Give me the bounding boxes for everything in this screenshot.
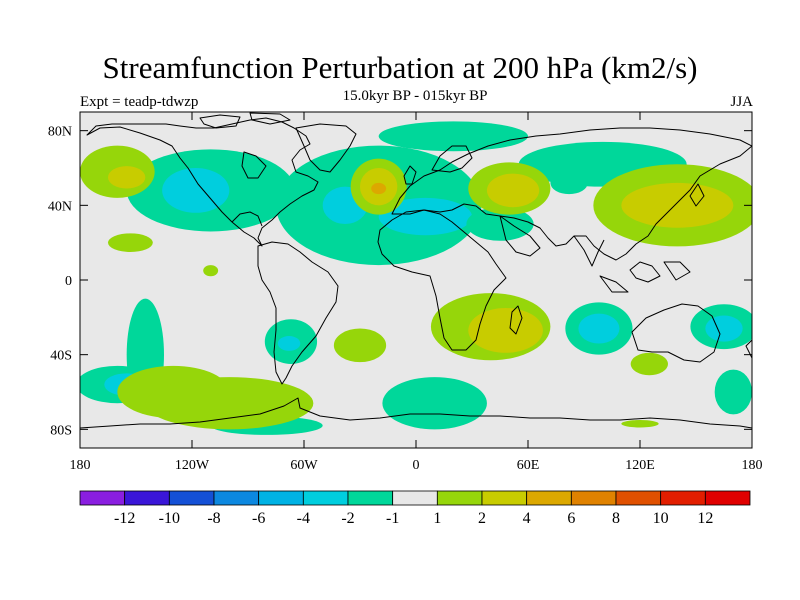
colorbar-swatch bbox=[168, 490, 215, 506]
colorbar-swatch bbox=[392, 490, 438, 506]
colorbar-swatch bbox=[481, 490, 528, 506]
coastline-south-america bbox=[257, 241, 339, 385]
y-tick-label: 40S bbox=[50, 349, 72, 364]
contour-region-negative bbox=[277, 336, 301, 351]
colorbar-swatch bbox=[615, 490, 662, 506]
colorbar-label: 6 bbox=[567, 510, 575, 527]
coastline-north-america bbox=[86, 117, 319, 247]
y-tick-label: 80N bbox=[48, 125, 72, 140]
colorbar-swatch bbox=[704, 490, 751, 506]
y-tick-label: 80S bbox=[50, 423, 72, 438]
colorbar-label: 8 bbox=[612, 510, 620, 527]
x-tick-label: 60W bbox=[290, 458, 318, 473]
coastline-arctic-islands bbox=[199, 112, 291, 129]
contour-region-positive bbox=[333, 328, 387, 363]
coastline-africa bbox=[377, 209, 507, 351]
colorbar-label: -4 bbox=[297, 510, 310, 527]
coastline-britain bbox=[403, 165, 417, 185]
contour-region-positive bbox=[107, 233, 153, 253]
colorbar-label: -1 bbox=[386, 510, 399, 527]
coastline-scandinavia bbox=[431, 145, 473, 173]
colorbar-label: 1 bbox=[433, 510, 441, 527]
colorbar-label: -10 bbox=[159, 510, 180, 527]
x-tick-label: 120E bbox=[625, 458, 655, 473]
coastline-gulf bbox=[231, 211, 263, 227]
coastline-madagascar bbox=[509, 305, 523, 335]
chart-subtitle: 15.0kyr BP - 015kyr BP bbox=[342, 88, 488, 104]
x-tick-label: 60E bbox=[517, 458, 540, 473]
x-tick-label: 0 bbox=[413, 458, 420, 473]
contour-region-positive bbox=[486, 173, 540, 208]
contour-region-positive bbox=[621, 182, 734, 228]
colorbar-swatch bbox=[347, 490, 394, 506]
coastline-arabia bbox=[499, 215, 541, 257]
coastline-hudson bbox=[241, 151, 267, 179]
contour-region-negative bbox=[578, 313, 620, 344]
colorbar-label: 10 bbox=[653, 510, 669, 527]
colorbar-label: -2 bbox=[341, 510, 354, 527]
contour-region-positive bbox=[108, 166, 146, 189]
colorbar-swatch bbox=[258, 490, 304, 506]
colorbar-swatch bbox=[660, 490, 706, 506]
colorbar-label: -8 bbox=[207, 510, 220, 527]
colorbar-swatch bbox=[213, 490, 260, 506]
coastline-india bbox=[573, 235, 605, 267]
contour-region-negative bbox=[714, 369, 752, 415]
season-label: JJA bbox=[730, 94, 753, 110]
coastline-new-zealand bbox=[745, 339, 752, 359]
contour-region-positive bbox=[621, 420, 659, 428]
contour-region-negative bbox=[378, 197, 473, 236]
contour-region-positive bbox=[371, 182, 387, 195]
coastline-japan bbox=[689, 183, 705, 207]
colorbar-label: 2 bbox=[478, 510, 486, 527]
experiment-label: Expt = teadp-tdwzp bbox=[80, 94, 199, 110]
coastline-antarctica bbox=[80, 397, 752, 429]
colorbar-label: 4 bbox=[523, 510, 531, 527]
colorbar-swatch bbox=[526, 490, 572, 506]
colorbar-label: 12 bbox=[697, 510, 713, 527]
contour-region-negative bbox=[382, 377, 487, 430]
colorbar-swatch bbox=[79, 490, 126, 506]
colorbar-swatch bbox=[124, 490, 170, 506]
coastline-australia bbox=[631, 303, 721, 363]
chart-title: Streamfunction Perturbation at 200 hPa (… bbox=[102, 50, 698, 85]
colorbar-label: -6 bbox=[252, 510, 265, 527]
x-tick-label: 180 bbox=[70, 458, 91, 473]
coastline-greenland bbox=[295, 123, 357, 173]
contour-region-positive bbox=[630, 352, 668, 376]
coastline-maritime bbox=[599, 261, 691, 293]
contour-region-positive bbox=[468, 308, 543, 353]
contour-region-negative bbox=[378, 121, 528, 152]
contour-region-positive bbox=[145, 377, 314, 430]
y-tick-label: 0 bbox=[65, 274, 72, 289]
contour-region-negative bbox=[466, 207, 534, 241]
x-tick-label: 180 bbox=[742, 458, 763, 473]
coastline-eurasia bbox=[391, 127, 752, 261]
colorbar-swatch bbox=[570, 490, 617, 506]
colorbar-label: -12 bbox=[114, 510, 135, 527]
colorbar-swatch bbox=[302, 490, 349, 506]
x-tick-label: 120W bbox=[175, 458, 210, 473]
y-tick-label: 40N bbox=[48, 199, 72, 214]
contour-region-positive bbox=[203, 265, 219, 277]
colorbar-swatch bbox=[436, 490, 483, 506]
